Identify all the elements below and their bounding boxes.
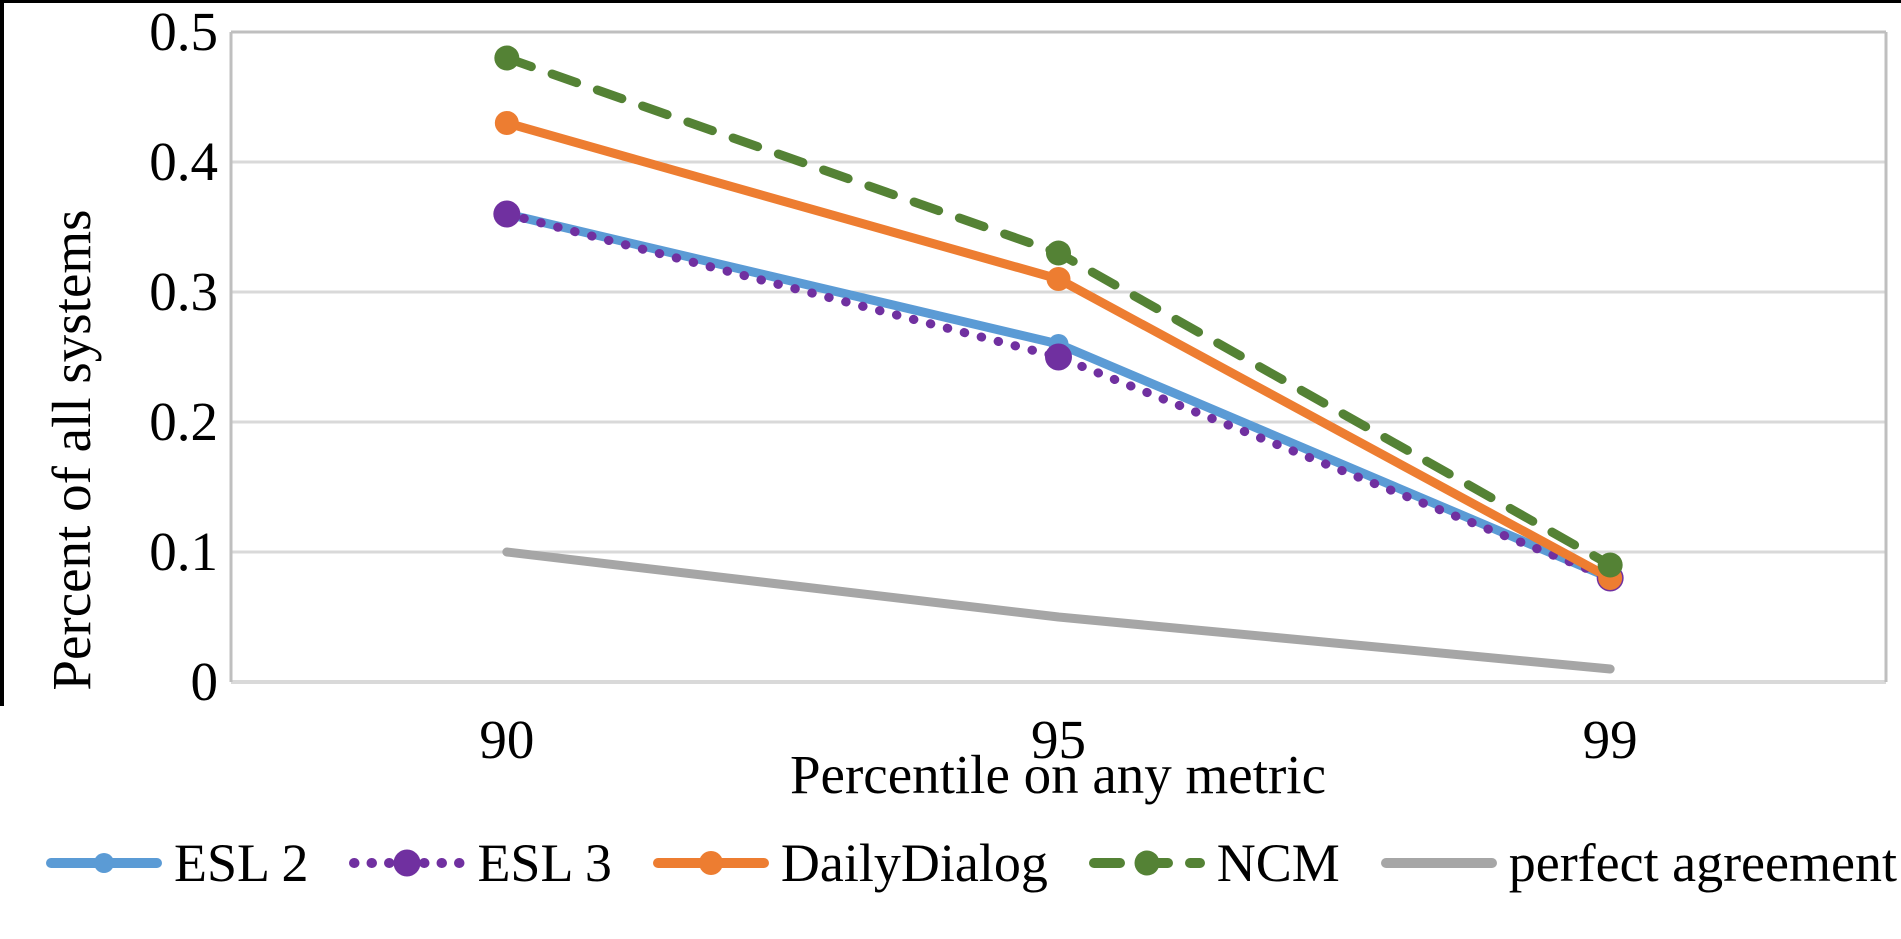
left-border-line — [0, 0, 4, 706]
y-tick-label: 0.1 — [149, 521, 218, 582]
data-point-ncm — [494, 45, 520, 71]
data-point-ncm — [1597, 552, 1623, 578]
legend-line-swatch-icon — [349, 849, 466, 877]
legend-label: perfect agreement — [1508, 833, 1897, 893]
legend-item-esl-2: ESL 2 — [46, 832, 309, 894]
legend-label: DailyDialog — [780, 833, 1048, 893]
legend: ESL 2 ESL 3 DailyDialog NCM perfect agreemen… — [46, 826, 1897, 900]
legend-line-swatch-icon — [1380, 858, 1497, 868]
legend-line-swatch-icon — [652, 851, 769, 875]
legend-line-swatch-icon — [1088, 850, 1205, 876]
data-point-esl-3 — [493, 200, 521, 228]
legend-item-perfect-agreement: perfect agreement — [1380, 832, 1897, 894]
legend-label: ESL 2 — [174, 833, 309, 893]
y-tick-label: 0.4 — [149, 131, 218, 192]
data-point-ncm — [1046, 240, 1071, 266]
series-line-perfect-agreement — [502, 547, 1615, 674]
data-point-dailydialog — [494, 111, 519, 135]
legend-item-ncm: NCM — [1088, 832, 1340, 894]
legend-label: ESL 3 — [477, 833, 612, 893]
y-tick-label: 0 — [190, 651, 219, 712]
x-tick-label: 90 — [479, 709, 535, 770]
legend-line-swatch-icon — [46, 853, 162, 873]
y-tick-label: 0.5 — [149, 1, 218, 62]
data-point-esl-3 — [1045, 343, 1072, 371]
legend-label: NCM — [1216, 833, 1340, 893]
x-tick-label: 99 — [1582, 709, 1638, 770]
data-point-dailydialog — [1046, 267, 1071, 291]
y-tick-label: 0.3 — [149, 261, 218, 322]
legend-marker-sample — [94, 853, 114, 873]
legend-marker-sample — [698, 851, 723, 875]
legend-item-dailydialog: DailyDialog — [652, 832, 1048, 894]
legend-marker-sample — [393, 849, 421, 877]
x-axis-title: Percentile on any metric — [789, 744, 1327, 805]
y-tick-label: 0.2 — [149, 391, 218, 452]
legend-item-esl-3: ESL 3 — [349, 832, 612, 894]
series-line-esl-3 — [502, 209, 1615, 583]
top-border-line — [0, 0, 1901, 3]
x-tick-label: 95 — [1031, 709, 1086, 770]
legend-marker-sample — [1134, 850, 1160, 876]
